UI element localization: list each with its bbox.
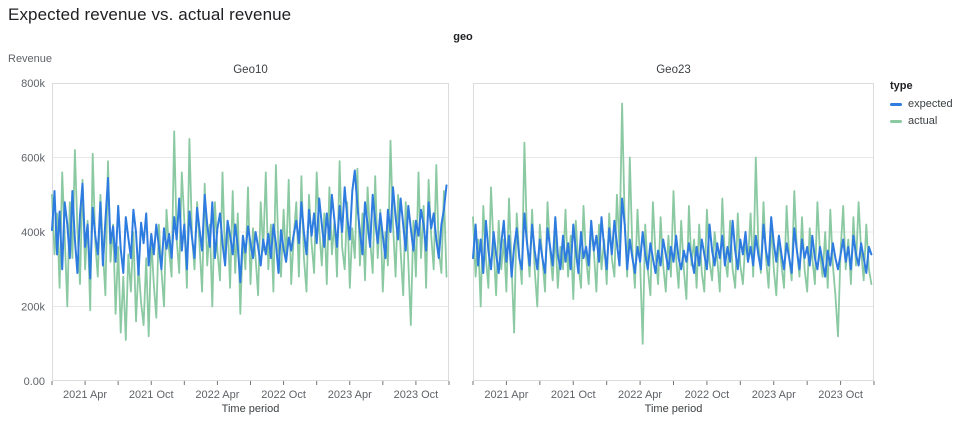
facet-field-label: geo [453, 31, 473, 43]
facet-chart-geo23[interactable]: Geo23 2021 Apr 2021 Oct 2022 Apr 2022 Oct 202… [472, 64, 875, 415]
y-tick-label: 400k [21, 227, 45, 239]
x-tick-label: 2022 Oct [261, 389, 306, 401]
x-axis-title: Time period [645, 403, 703, 415]
facet-title: Geo10 [233, 64, 268, 76]
legend-item-label: actual [908, 115, 938, 127]
legend-item-expected[interactable]: expected [890, 98, 956, 110]
expected-line [51, 169, 448, 284]
x-tick-label: 2022 Apr [195, 389, 239, 401]
expected-line-swatch-icon [890, 102, 902, 106]
y-tick-label: 800k [21, 78, 45, 90]
x-tick-label: 2021 Apr [63, 389, 107, 401]
legend-title: type [890, 80, 913, 92]
actual-line-swatch-icon [890, 119, 902, 123]
plot-area[interactable]: Geo10 2021 Apr 2021 Oct 2022 Apr 2022 Oct 202… [21, 64, 450, 415]
legend-item-label: expected [908, 98, 953, 110]
y-tick-label: 0.00 [24, 376, 45, 388]
x-tick-label: 2022 Oct [685, 389, 730, 401]
x-tick-label: 2022 Apr [618, 389, 662, 401]
x-tick-label: 2023 Oct [818, 389, 863, 401]
y-tick-label: 600k [21, 153, 45, 165]
x-tick-label: 2021 Apr [484, 389, 528, 401]
x-tick-label: 2023 Oct [394, 389, 439, 401]
x-tick-label: 2021 Oct [129, 389, 174, 401]
x-tick-label: 2023 Apr [328, 389, 372, 401]
page-title: Expected revenue vs. actual revenue [8, 5, 292, 24]
x-tick-label: 2023 Apr [752, 389, 796, 401]
plot-border [52, 83, 449, 381]
y-tick-label: 200k [21, 302, 45, 314]
x-tick-label: 2021 Oct [551, 389, 596, 401]
facet-title: Geo23 [656, 64, 691, 76]
x-axis-title: Time period [222, 403, 280, 415]
legend-item-actual[interactable]: actual [890, 115, 956, 127]
facet-chart-geo10[interactable]: Geo10 2021 Apr 2021 Oct 2022 Apr 2022 Oct 202… [21, 64, 450, 415]
plot-area[interactable]: Geo23 2021 Apr 2021 Oct 2022 Apr 2022 Oct 202… [472, 64, 875, 415]
legend: type expected actual [890, 80, 956, 132]
expected-line [472, 197, 873, 278]
actual-line [472, 102, 873, 345]
y-axis-title: Revenue [8, 53, 53, 65]
